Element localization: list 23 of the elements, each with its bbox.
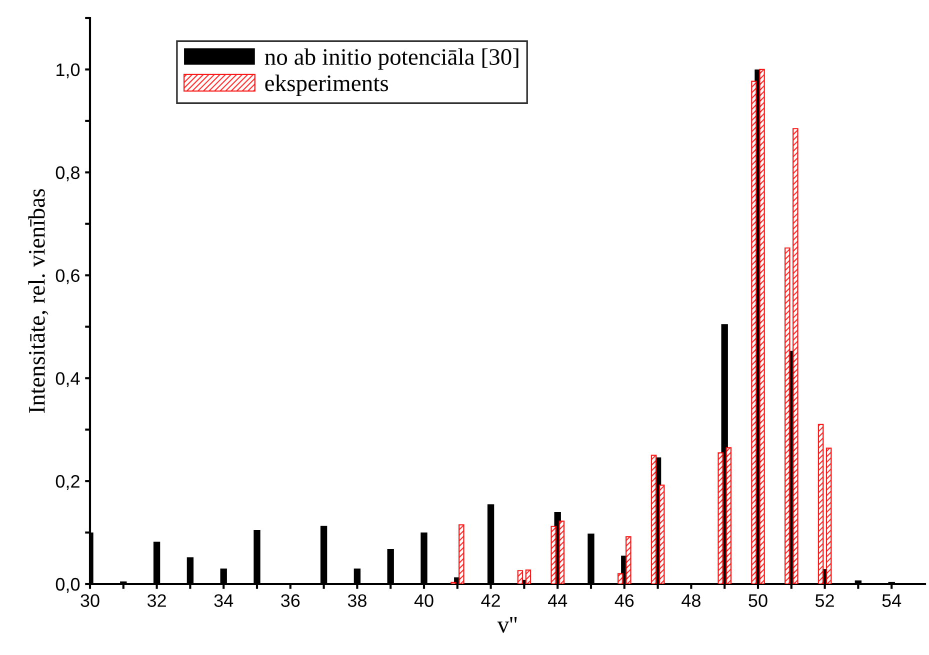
x-tick-label: 54 <box>882 594 902 607</box>
legend-label: eksperiments <box>265 74 388 96</box>
y-tick-label: 0,4 <box>56 372 80 388</box>
x-tick-label: 36 <box>281 594 300 607</box>
x-tick-label: 30 <box>80 594 100 607</box>
y-tick-label: 0,6 <box>56 269 80 284</box>
x-tick-label: 50 <box>748 594 768 607</box>
y-tick-label: 1,0 <box>56 63 80 78</box>
x-tick-label: 38 <box>348 594 366 607</box>
x-tick-label: 40 <box>414 594 434 607</box>
legend-label: no ab initio potenciāla [30] <box>264 48 518 70</box>
y-axis-title: Intensitāte, rel. vienības <box>28 189 48 413</box>
x-tick-label: 52 <box>815 594 834 607</box>
y-tick-label: 0,2 <box>56 475 80 490</box>
y-tick-label: 0,8 <box>56 166 80 182</box>
x-axis-title: v'' <box>497 617 517 633</box>
y-tick-label: 0,0 <box>56 578 80 593</box>
x-tick-label: 42 <box>481 594 500 607</box>
x-tick-label: 48 <box>682 594 700 607</box>
x-tick-label: 34 <box>214 594 234 607</box>
x-tick-label: 46 <box>614 594 634 607</box>
x-tick-label: 44 <box>548 594 568 607</box>
x-tick-label: 32 <box>147 594 166 607</box>
